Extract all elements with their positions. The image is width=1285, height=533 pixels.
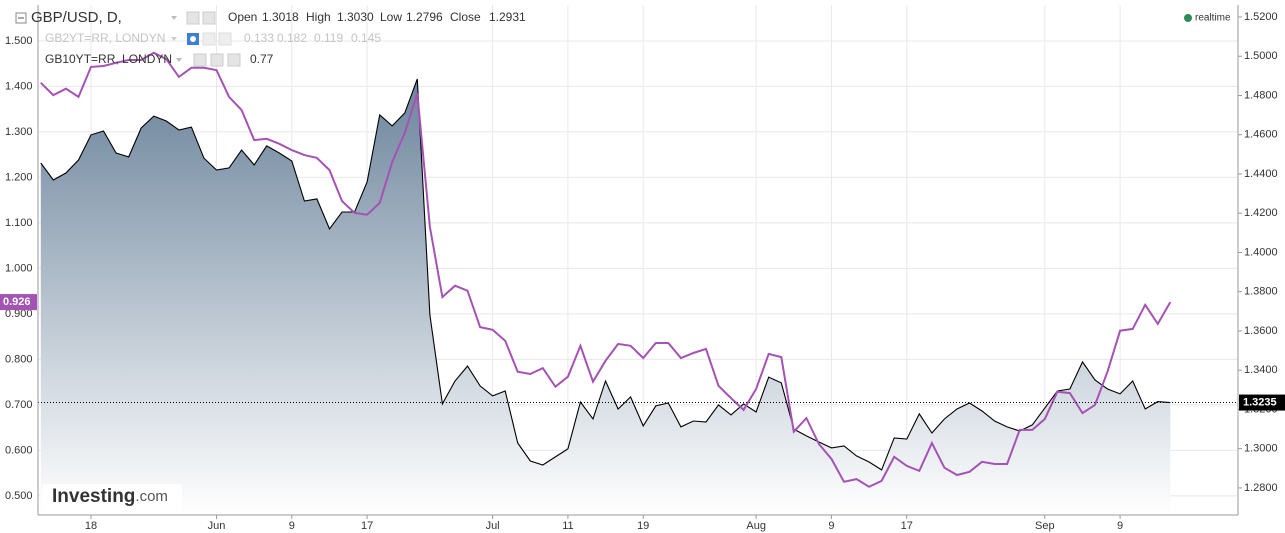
x-tick-label: 17 — [901, 520, 913, 532]
remove-icon[interactable] — [227, 53, 241, 67]
watermark: Investing.com — [52, 486, 168, 507]
x-tick-label: 11 — [562, 520, 573, 532]
y-tick-label: 1.100 — [5, 217, 33, 229]
y-tick-label: 0.600 — [5, 444, 33, 456]
x-tick-label: Aug — [746, 520, 766, 532]
y-tick-label: 0.800 — [5, 353, 33, 365]
watermark-brand: Investing — [52, 486, 135, 507]
low-value: 1.2796 — [406, 10, 443, 24]
realtime-dot — [1184, 14, 1192, 22]
realtime-label: realtime — [1195, 13, 1231, 24]
close-value: 1.2931 — [489, 10, 526, 24]
y-tick-label: 1.500 — [5, 35, 33, 47]
hidden-series-value: 0.182 — [277, 31, 307, 45]
hidden-series-value: 0.133 — [244, 31, 274, 45]
visibility-icon[interactable] — [186, 11, 200, 25]
y2-tick-label: 1.3000 — [1244, 443, 1278, 455]
y2-tick-label: 1.5200 — [1244, 11, 1278, 23]
current-value-label: 1.3235 — [1243, 396, 1277, 408]
series-name: GB10YT=RR, LONDYN — [45, 52, 172, 66]
current-value-box — [0, 294, 37, 311]
line — [40, 51, 1172, 488]
hidden-series-value: 0.119 — [314, 31, 343, 45]
x-tick-label: Jun — [208, 520, 226, 532]
x-tick-label: 9 — [1117, 520, 1123, 532]
y2-tick-label: 1.5000 — [1244, 50, 1278, 62]
remove-icon[interactable] — [218, 32, 232, 46]
y2-tick-label: 1.3400 — [1244, 364, 1278, 376]
high-value: 1.3030 — [337, 10, 374, 24]
watermark-bg — [42, 484, 182, 510]
x-tick-label: 9 — [828, 520, 834, 532]
x-tick-label: Sep — [1035, 520, 1055, 532]
y2-tick-label: 1.3800 — [1244, 286, 1278, 298]
dropdown-arrow[interactable] — [171, 37, 177, 41]
high-label: High — [306, 10, 331, 24]
visibility-icon[interactable] — [193, 53, 207, 67]
hidden-series-name: GB2YT=RR, LONDYN — [45, 31, 165, 45]
settings-icon[interactable] — [210, 53, 224, 67]
watermark-suffix: .com — [135, 488, 168, 505]
x-tick-label: Jul — [486, 520, 500, 532]
open-value: 1.3018 — [262, 10, 299, 24]
y-tick-label: 1.200 — [5, 171, 33, 183]
hidden-series-value: 0.145 — [351, 31, 381, 45]
y2-tick-label: 1.4200 — [1244, 207, 1278, 219]
open-label: Open — [228, 10, 257, 24]
x-tick-label: 9 — [289, 520, 295, 532]
plot — [38, 51, 1238, 515]
y-tick-label: 1.400 — [5, 80, 33, 92]
dropdown-arrow[interactable] — [176, 58, 182, 62]
x-tick-label: 18 — [85, 520, 97, 532]
y2-tick-label: 1.4600 — [1244, 129, 1278, 141]
series-value: 0.77 — [250, 52, 274, 66]
y2-tick-label: 1.2800 — [1244, 482, 1278, 494]
y2-tick-label: 1.4400 — [1244, 168, 1278, 180]
line — [40, 78, 1171, 471]
y2-tick-label: 1.3600 — [1244, 325, 1278, 337]
current-value-box — [1239, 394, 1285, 411]
eye-icon — [190, 36, 196, 42]
y2-tick-label: 1.4800 — [1244, 89, 1278, 101]
settings-icon[interactable] — [202, 11, 216, 25]
close-label: Close — [450, 10, 481, 24]
current-value-label: 0.926 — [3, 296, 31, 308]
y-tick-label: 1.000 — [5, 262, 33, 274]
settings-icon[interactable] — [202, 32, 216, 46]
symbol-name: GBP/USD, D, — [31, 9, 122, 26]
labels: 0.500 0.600 0.700 0.800 0.900 1.000 1.100 1.200… — [0, 11, 1285, 532]
x-tick-label: 19 — [637, 520, 649, 532]
low-label: Low — [380, 10, 402, 24]
dropdown-arrow[interactable] — [171, 16, 177, 20]
area — [40, 79, 1171, 515]
y-tick-label: 0.900 — [5, 308, 33, 320]
y-tick-label: 0.700 — [5, 399, 33, 411]
x-tick-label: 17 — [361, 520, 373, 532]
y2-tick-label: 1.4000 — [1244, 246, 1278, 258]
y-tick-label: 0.500 — [5, 490, 33, 502]
y-tick-label: 1.300 — [5, 126, 33, 138]
